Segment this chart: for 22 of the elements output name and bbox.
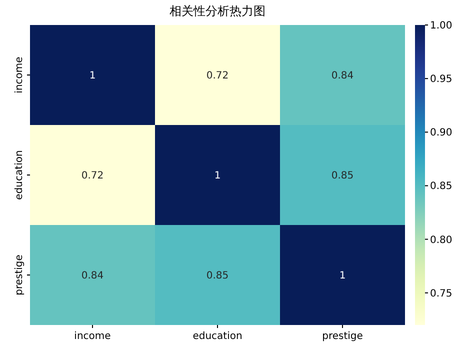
- chart-title: 相关性分析热力图: [170, 4, 266, 18]
- color-bar-label: 0.80: [430, 234, 452, 246]
- x-tick-label: prestige: [322, 331, 363, 342]
- x-tick-label: education: [192, 331, 242, 342]
- y-tick-label: education: [14, 150, 25, 200]
- y-tick-label: income: [14, 56, 25, 94]
- color-bar-label: 0.95: [430, 74, 452, 86]
- data-label: 0.84: [331, 70, 354, 82]
- color-bar-label: 0.85: [430, 181, 452, 192]
- data-label: 0.85: [206, 270, 229, 282]
- data-label: 1: [89, 70, 96, 82]
- data-label: 0.85: [331, 170, 354, 182]
- y-tick-label: prestige: [14, 254, 25, 296]
- data-label: 1: [339, 270, 346, 282]
- data-label: 1: [214, 170, 221, 182]
- data-label: 0.72: [206, 70, 229, 82]
- data-label: 0.72: [81, 170, 104, 182]
- color-bar-label: 0.90: [430, 128, 452, 139]
- color-bar-label: 1.00: [430, 20, 452, 32]
- color-bar-label: 0.75: [430, 288, 452, 300]
- x-tick-label: income: [74, 331, 111, 342]
- data-label: 0.84: [81, 270, 104, 282]
